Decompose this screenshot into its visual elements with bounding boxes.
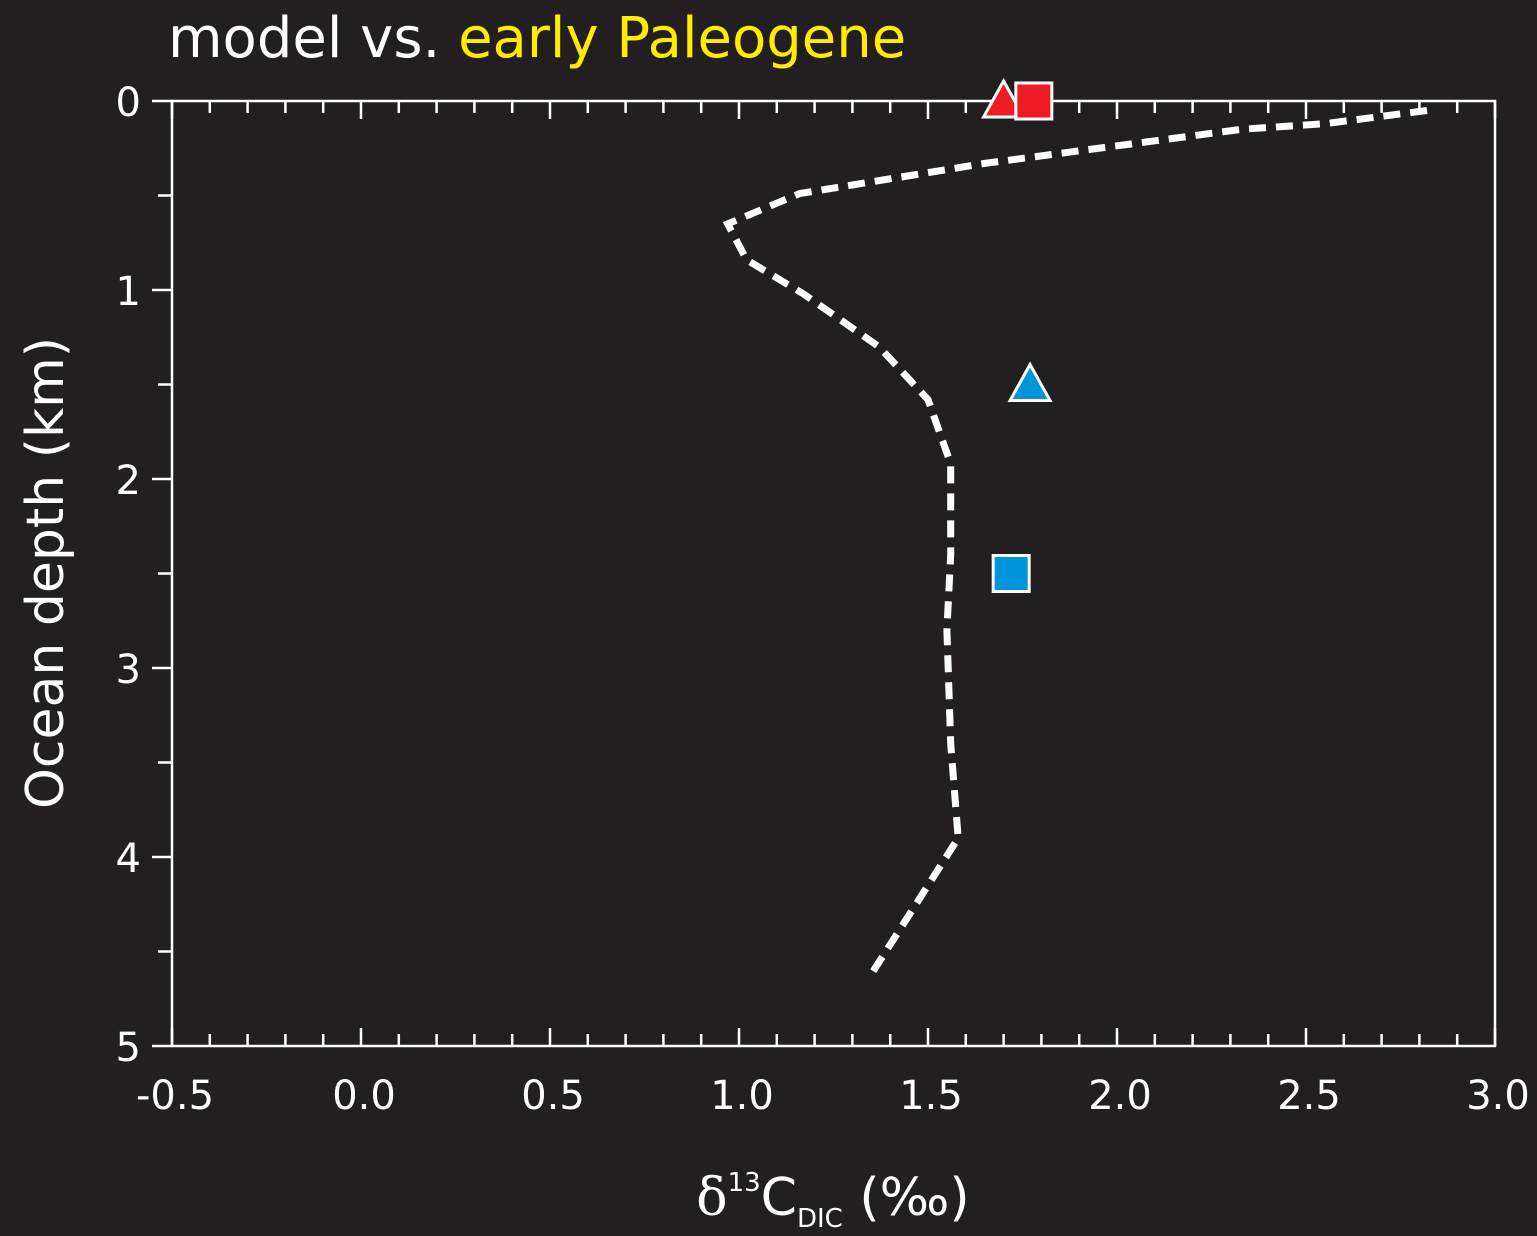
x-tick-label: 1.5 [899, 1073, 963, 1119]
x-tick-label: 0.5 [521, 1073, 585, 1119]
x-tick-label: 3.0 [1466, 1073, 1530, 1119]
y-tick-label: 1 [116, 269, 141, 315]
chart-title-paleogene: early Paleogene [458, 6, 906, 71]
chart-title: model vs. early Paleogene [168, 6, 906, 71]
y-tick-label: 2 [116, 458, 141, 504]
y-tick-label: 5 [116, 1025, 141, 1071]
triangle-marker [981, 77, 1027, 119]
x-tick-label: 1.0 [710, 1073, 774, 1119]
y-tick-label: 4 [116, 836, 141, 882]
x-label-superscript: 13 [728, 1168, 761, 1198]
model-profile-line [722, 107, 1428, 977]
square-marker [1014, 81, 1054, 121]
x-tick-label: 2.5 [1277, 1073, 1341, 1119]
x-label-delta: δ [696, 1168, 727, 1228]
plot-frame [170, 99, 1497, 1048]
square-marker [991, 554, 1031, 593]
series-layer [722, 77, 1428, 977]
x-tick-labels: -0.5 0.0 0.5 1.0 1.5 2.0 2.5 3.0 [136, 1073, 1530, 1119]
x-label-unit: (‰) [843, 1168, 970, 1228]
y-tick-label: 0 [116, 80, 141, 126]
chart-title-model: model vs. [168, 6, 458, 71]
axis-ticks [152, 99, 1497, 1048]
x-tick-label: 2.0 [1088, 1073, 1152, 1119]
x-tick-label: -0.5 [136, 1073, 214, 1119]
x-tick-label: 0.0 [332, 1073, 396, 1119]
triangle-marker [1007, 361, 1053, 402]
x-label-base: C [761, 1168, 797, 1228]
y-tick-label: 3 [116, 647, 141, 693]
x-axis-label: δ13CDIC (‰) [696, 1168, 969, 1234]
x-label-subscript: DIC [797, 1204, 843, 1234]
y-axis-label: Ocean depth (km) [16, 337, 76, 809]
y-tick-labels: 0 1 2 3 4 5 [116, 80, 141, 1071]
